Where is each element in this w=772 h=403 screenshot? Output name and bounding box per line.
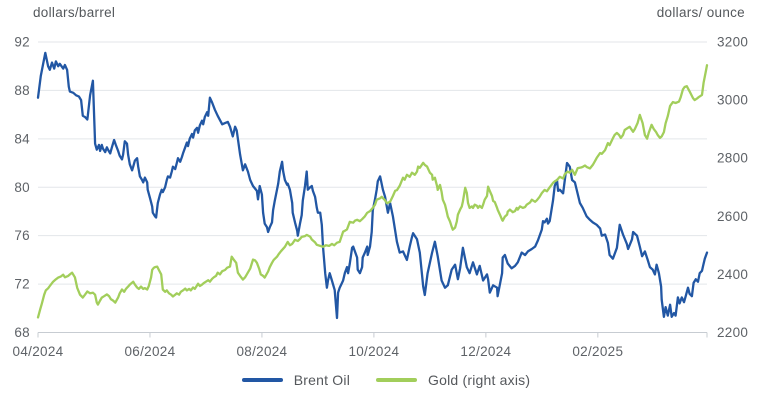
left-axis-title: dollars/barrel bbox=[33, 5, 116, 20]
left-axis-tick-label: 84 bbox=[14, 131, 30, 146]
gold-right-axis-line bbox=[36, 64, 709, 319]
right-axis-tick-label: 2400 bbox=[717, 267, 748, 282]
x-axis-tick-label: 02/2025 bbox=[572, 344, 623, 359]
right-axis-tick-label: 2200 bbox=[717, 325, 748, 340]
legend-label: Brent Oil bbox=[293, 372, 351, 388]
left-axis-tick-label: 92 bbox=[14, 35, 30, 50]
right-axis-title: dollars/ ounce bbox=[656, 5, 745, 20]
x-axis-tick-label: 08/2024 bbox=[236, 344, 287, 359]
x-axis-tick-label: 04/2024 bbox=[13, 344, 64, 359]
legend: Brent Oil Gold (right axis) bbox=[0, 372, 772, 388]
legend-line-swatch-icon bbox=[376, 378, 418, 382]
x-axis-tick-label: 12/2024 bbox=[460, 344, 511, 359]
x-axis-tick-label: 10/2024 bbox=[348, 344, 399, 359]
x-axis-tick-label: 06/2024 bbox=[125, 344, 176, 359]
left-axis-tick-label: 72 bbox=[14, 277, 30, 292]
right-axis-tick-label: 3000 bbox=[717, 93, 748, 108]
right-axis-tick-label: 2800 bbox=[717, 151, 748, 166]
legend-line-swatch-icon bbox=[241, 378, 283, 382]
brent-oil-line bbox=[36, 51, 709, 320]
right-axis-tick-label: 3200 bbox=[717, 35, 748, 50]
legend-label: Gold (right axis) bbox=[428, 372, 531, 388]
left-axis-tick-label: 88 bbox=[14, 83, 30, 98]
legend-item: Gold (right axis) bbox=[376, 372, 530, 388]
right-axis-tick-label: 2600 bbox=[717, 209, 748, 224]
legend-item: Brent Oil bbox=[241, 372, 351, 388]
left-axis-tick-label: 76 bbox=[14, 228, 30, 243]
left-axis-tick-label: 68 bbox=[14, 325, 30, 340]
left-axis-tick-label: 80 bbox=[14, 180, 30, 195]
